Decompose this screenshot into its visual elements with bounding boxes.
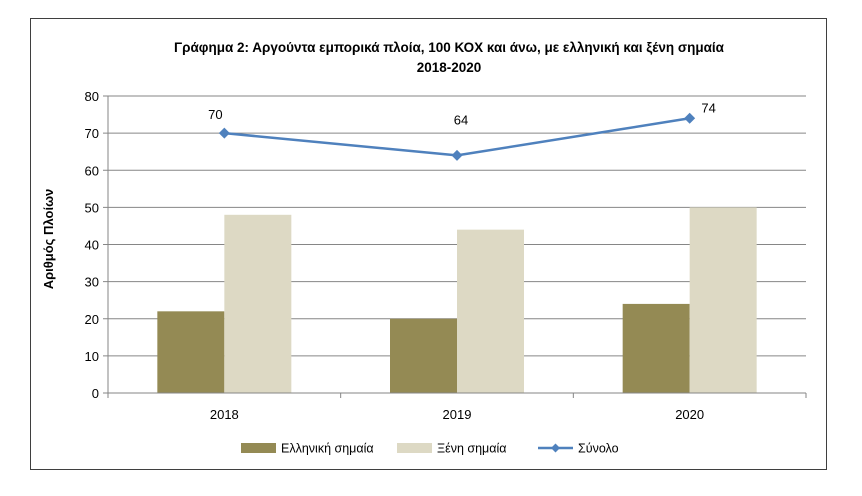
- y-tick-label: 80: [85, 89, 99, 104]
- legend-foreign-flag: Ξένη σημαία: [397, 442, 506, 456]
- chart-frame: Γράφημα 2: Αργούντα εμπορικά πλοία, 100 …: [30, 18, 827, 470]
- bar-foreign-flag: [224, 214, 292, 393]
- bar-greek-flag: [157, 311, 225, 393]
- total-line: [218, 112, 696, 161]
- y-tick-label: 70: [85, 126, 99, 141]
- legend-label: Ξένη σημαία: [437, 442, 506, 456]
- x-tick-label: 2020: [675, 407, 704, 422]
- bars: [157, 207, 757, 393]
- legend-greek-flag: Ελληνική σημαία: [241, 442, 374, 456]
- chart-subtitle: 2018-2020: [417, 60, 482, 75]
- total-point-marker: [218, 127, 230, 139]
- bar-foreign-flag: [457, 229, 524, 393]
- y-axis-label: Αριθμός Πλοίων: [41, 189, 56, 290]
- y-tick-label: 30: [85, 275, 99, 290]
- legend-swatch: [397, 443, 432, 453]
- bar-foreign-flag: [689, 207, 757, 393]
- y-tick-label: 0: [92, 386, 99, 401]
- total-data-label: 64: [454, 112, 468, 127]
- total-point-marker: [684, 112, 696, 124]
- total-data-label: 70: [208, 107, 222, 122]
- x-tick-label: 2018: [210, 407, 239, 422]
- total-data-label: 74: [701, 100, 715, 115]
- chart: Γράφημα 2: Αργούντα εμπορικά πλοία, 100 …: [41, 40, 807, 456]
- chart-title: Γράφημα 2: Αργούντα εμπορικά πλοία, 100 …: [174, 40, 725, 55]
- bar-greek-flag: [622, 303, 690, 393]
- y-tick-label: 40: [85, 238, 99, 253]
- x-tick-label: 2019: [443, 407, 472, 422]
- total-point-marker: [451, 149, 463, 161]
- bar-greek-flag: [390, 318, 457, 393]
- y-tick-label: 60: [85, 163, 99, 178]
- legend-total: Σύνολο: [538, 442, 619, 456]
- y-tick-label: 50: [85, 200, 99, 215]
- legend-marker: [551, 443, 560, 453]
- y-tick-label: 10: [85, 349, 99, 364]
- legend-label: Ελληνική σημαία: [281, 442, 374, 456]
- y-tick-label: 20: [85, 312, 99, 327]
- axes: 0 10 20 30 40 50 60 70 80 2018 2019 2020: [85, 89, 807, 422]
- data-labels: 70 64 74: [208, 100, 716, 127]
- legend: Ελληνική σημαία Ξένη σημαία Σύνολο: [241, 442, 619, 456]
- legend-label: Σύνολο: [578, 442, 619, 456]
- legend-swatch: [241, 443, 276, 453]
